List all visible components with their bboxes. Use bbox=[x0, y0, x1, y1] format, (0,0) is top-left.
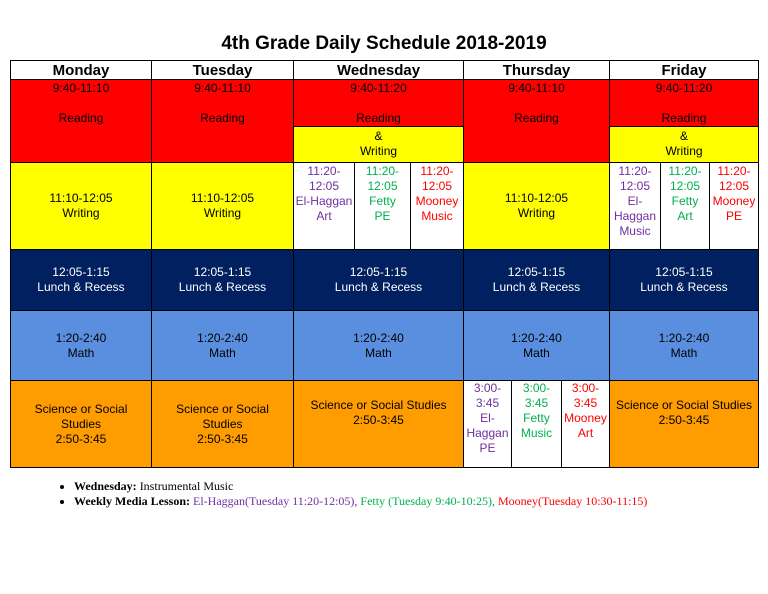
note-part: Mooney(Tuesday 10:30-11:15) bbox=[497, 494, 648, 508]
special-cell: 3:00-3:45 Fetty Music bbox=[511, 380, 562, 468]
lunch-cell: 12:05-1:15 Lunch & Recess bbox=[10, 249, 152, 311]
notes: Wednesday: Instrumental Music Weekly Med… bbox=[60, 479, 647, 509]
note-label: Wednesday: bbox=[74, 479, 137, 493]
day-header: Tuesday bbox=[151, 60, 294, 80]
science-cell: Science or Social Studies 2:50-3:45 bbox=[609, 380, 759, 468]
writing-cell: 11:10-12:05 Writing bbox=[151, 162, 294, 250]
writing-cell: & Writing bbox=[609, 126, 759, 163]
math-cell: 1:20-2:40 Math bbox=[293, 310, 464, 381]
reading-cell: 9:40-11:10 Reading bbox=[151, 79, 294, 163]
notes-list: Wednesday: Instrumental Music Weekly Med… bbox=[60, 479, 647, 508]
note: Weekly Media Lesson: El-Haggan(Tuesday 1… bbox=[74, 494, 647, 508]
reading-cell: 9:40-11:20 Reading bbox=[293, 79, 464, 127]
science-cell: Science or Social Studies 2:50-3:45 bbox=[293, 380, 464, 468]
math-cell: 1:20-2:40 Math bbox=[463, 310, 610, 381]
special-cell: 11:20- 12:05 Mooney PE bbox=[709, 162, 759, 250]
special-cell: 3:00- 3:45 El- Haggan PE bbox=[463, 380, 512, 468]
day-header: Thursday bbox=[463, 60, 610, 80]
math-cell: 1:20-2:40 Math bbox=[10, 310, 152, 381]
special-cell: 11:20- 12:05 Mooney Music bbox=[410, 162, 464, 250]
reading-cell: 9:40-11:10 Reading bbox=[10, 79, 152, 163]
day-header: Friday bbox=[609, 60, 759, 80]
special-cell: 11:20- 12:05 El- Haggan Music bbox=[609, 162, 661, 250]
special-cell: 11:20- 12:05 Fetty Art bbox=[660, 162, 710, 250]
note-part: El-Haggan(Tuesday 11:20-12:05), bbox=[193, 494, 358, 508]
special-cell: 11:20- 12:05 El-Haggan Art bbox=[293, 162, 355, 250]
note-part: Fetty (Tuesday 9:40-10:25), bbox=[360, 494, 495, 508]
day-header: Monday bbox=[10, 60, 152, 80]
day-header: Wednesday bbox=[293, 60, 464, 80]
reading-cell: 9:40-11:20 Reading bbox=[609, 79, 759, 127]
writing-cell: & Writing bbox=[293, 126, 464, 163]
lunch-cell: 12:05-1:15 Lunch & Recess bbox=[293, 249, 464, 311]
writing-cell: 11:10-12:05 Writing bbox=[10, 162, 152, 250]
lunch-cell: 12:05-1:15 Lunch & Recess bbox=[609, 249, 759, 311]
science-cell: Science or Social Studies 2:50-3:45 bbox=[10, 380, 152, 468]
writing-cell: 11:10-12:05 Writing bbox=[463, 162, 610, 250]
note: Wednesday: Instrumental Music bbox=[74, 479, 647, 493]
reading-cell: 9:40-11:10 Reading bbox=[463, 79, 610, 163]
math-cell: 1:20-2:40 Math bbox=[151, 310, 294, 381]
special-cell: 3:00-3:45 Mooney Art bbox=[561, 380, 610, 468]
note-text: Instrumental Music bbox=[139, 479, 234, 493]
lunch-cell: 12:05-1:15 Lunch & Recess bbox=[151, 249, 294, 311]
note-label: Weekly Media Lesson: bbox=[74, 494, 190, 508]
math-cell: 1:20-2:40 Math bbox=[609, 310, 759, 381]
lunch-cell: 12:05-1:15 Lunch & Recess bbox=[463, 249, 610, 311]
science-cell: Science or Social Studies 2:50-3:45 bbox=[151, 380, 294, 468]
special-cell: 11:20- 12:05 Fetty PE bbox=[354, 162, 411, 250]
title: 4th Grade Daily Schedule 2018-2019 bbox=[221, 33, 547, 54]
